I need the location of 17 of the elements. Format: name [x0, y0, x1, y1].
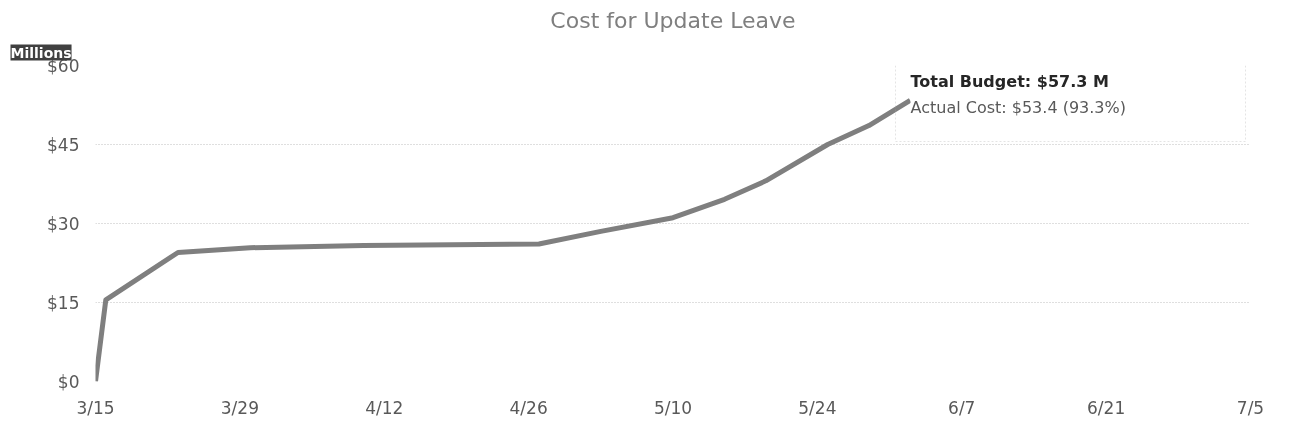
y-tick-label: $30	[47, 213, 80, 234]
annotation: Actual Cost: $53.4 (93.3%)	[910, 98, 1126, 117]
annotation: Total Budget: $57.3 M	[910, 72, 1109, 91]
y-tick-label: $45	[47, 134, 80, 155]
y-axis-title: Millions	[10, 44, 72, 61]
x-tick-label: 6/7	[948, 397, 976, 418]
x-tick-label: 5/24	[798, 397, 837, 418]
x-tick-label: 5/10	[653, 397, 693, 418]
y-tick-label: $0	[57, 371, 80, 392]
x-tick-label: 3/29	[220, 397, 259, 418]
x-tick-label: 3/15	[76, 397, 115, 418]
x-tick-label: 4/12	[365, 397, 404, 418]
chart-title: Cost for Update Leave	[550, 7, 796, 33]
x-tick-label: 6/21	[1087, 397, 1126, 418]
x-tick-label: 4/26	[509, 397, 548, 418]
y-tick-label: $15	[47, 292, 80, 313]
x-tick-label: 7/5	[1236, 397, 1265, 418]
